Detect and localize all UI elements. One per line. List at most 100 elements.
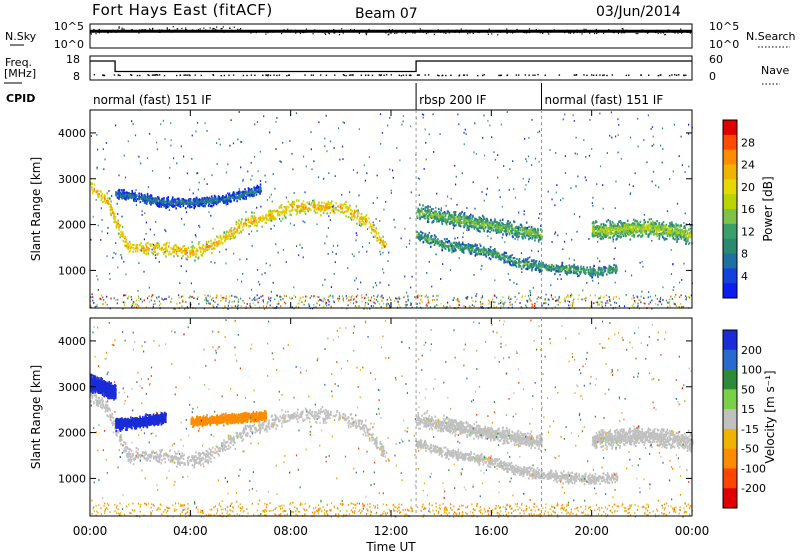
power-cell <box>554 272 556 276</box>
freq-point <box>676 74 678 76</box>
power-cell <box>532 231 535 235</box>
power-cell <box>591 226 594 229</box>
power-cell <box>317 203 320 206</box>
power-cell <box>222 199 224 202</box>
power-cell <box>345 200 347 203</box>
power-cell <box>188 198 191 201</box>
nsky-point <box>321 31 324 33</box>
power-cell <box>422 236 424 239</box>
power-cell <box>139 243 142 246</box>
power-cell <box>148 198 150 201</box>
power-cell <box>302 200 305 203</box>
power-cell <box>183 251 186 254</box>
nsky-point <box>185 29 187 31</box>
power-cell <box>458 216 460 220</box>
power-cell <box>676 230 679 233</box>
power-cell <box>220 198 223 201</box>
power-cell <box>509 254 512 258</box>
nsky-point <box>506 31 508 33</box>
power-cell <box>247 218 250 222</box>
power-cell <box>178 198 181 201</box>
power-cell <box>664 232 667 235</box>
power-cell <box>225 199 228 202</box>
power-cell <box>298 209 300 212</box>
power-cell <box>535 234 537 237</box>
power-cell <box>448 211 451 215</box>
power-cell <box>189 204 191 207</box>
power-cell <box>191 202 193 206</box>
power-cell <box>496 227 499 230</box>
nsky-point <box>523 31 525 34</box>
power-cell <box>96 189 99 192</box>
power-cell <box>152 250 155 253</box>
power-cell <box>633 228 635 231</box>
freq-point <box>212 73 214 76</box>
power-cell <box>276 209 279 212</box>
power-cell <box>665 237 668 241</box>
nsky-point <box>371 29 373 32</box>
power-cell <box>322 211 325 214</box>
power-cell <box>168 201 171 204</box>
power-cell <box>529 236 531 239</box>
nsky-point <box>544 30 546 32</box>
power-cell <box>654 233 656 236</box>
power-cell <box>152 246 155 249</box>
nsky-point <box>622 28 624 30</box>
nsky-point <box>358 31 361 33</box>
power-cell <box>325 207 328 210</box>
nsky-point <box>476 31 479 33</box>
power-cell <box>112 211 114 214</box>
power-cell <box>615 238 617 241</box>
power-cell <box>556 269 558 273</box>
power-cell <box>219 198 221 201</box>
power-cell <box>432 237 435 241</box>
power-cell <box>350 215 353 218</box>
freq-point <box>325 74 328 76</box>
power-cell <box>377 232 380 235</box>
power-cell <box>591 222 594 225</box>
nsky-point <box>454 31 456 33</box>
power-cell <box>239 230 242 233</box>
power-cell <box>473 219 476 222</box>
power-cell <box>486 225 489 228</box>
power-cell <box>131 193 133 196</box>
power-cell <box>475 224 477 227</box>
power-cell <box>193 246 196 249</box>
power-cell <box>553 268 555 271</box>
power-cell <box>250 218 252 221</box>
nsky-point <box>576 29 578 31</box>
power-cell <box>109 205 111 209</box>
power-cell <box>232 236 234 240</box>
power-cell <box>381 243 384 246</box>
power-cell <box>302 206 305 209</box>
nsky-point <box>350 28 352 31</box>
power-cell <box>232 194 235 197</box>
nsky-point <box>267 32 269 34</box>
power-cell <box>175 207 177 210</box>
power-cell <box>453 213 456 217</box>
power-cell <box>128 240 131 244</box>
power-cell <box>143 246 145 249</box>
power-cell <box>429 245 432 248</box>
nsky-point <box>641 29 643 31</box>
freq-point <box>350 74 352 76</box>
power-cell <box>299 208 302 211</box>
power-cell <box>626 219 629 222</box>
power-cell <box>462 225 465 228</box>
nsky-point <box>265 31 267 33</box>
power-cell <box>329 204 332 207</box>
power-cell <box>136 197 139 201</box>
power-cell <box>528 225 530 229</box>
power-cell <box>185 247 188 250</box>
power-cell <box>464 216 466 219</box>
nsky-point <box>191 29 194 31</box>
power-cell <box>426 216 429 220</box>
nsky-point <box>338 31 341 34</box>
power-cell <box>532 235 535 238</box>
power-cell <box>316 204 319 207</box>
power-cell <box>228 195 230 199</box>
power-cell <box>209 245 212 248</box>
nsky-point <box>594 30 596 32</box>
power-cell <box>434 210 437 213</box>
power-cell <box>433 213 436 216</box>
